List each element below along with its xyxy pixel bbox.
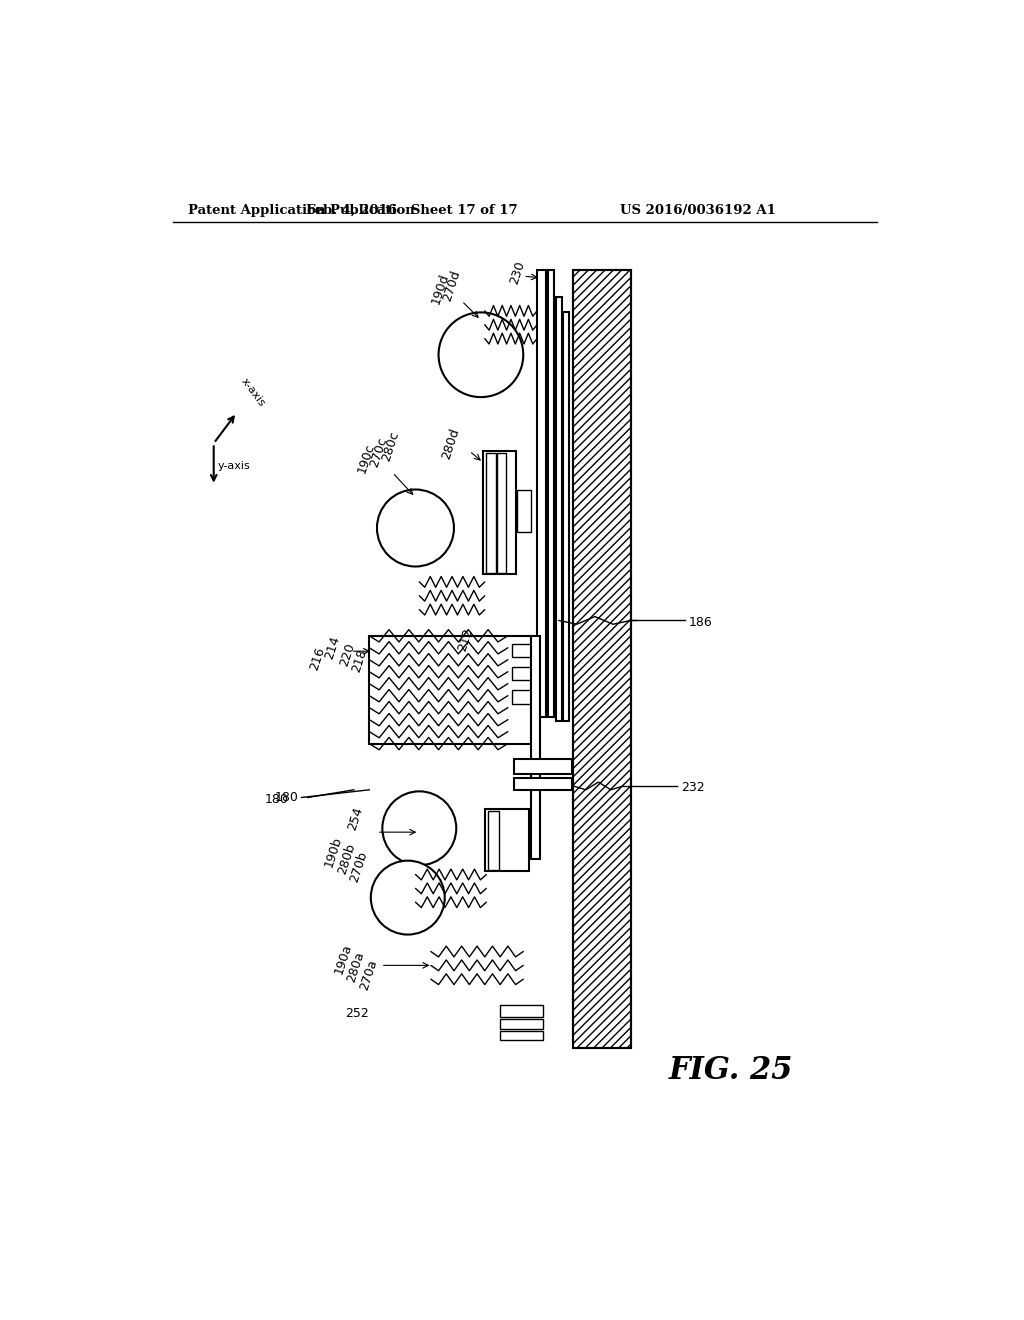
Bar [573, 271, 631, 1048]
Bar [573, 271, 631, 1048]
Text: 232: 232 [681, 781, 705, 795]
Bar [563, 313, 569, 721]
Text: FIG. 25: FIG. 25 [669, 1056, 794, 1086]
Bar [487, 812, 500, 870]
Text: 280c: 280c [380, 430, 401, 463]
Text: 254: 254 [346, 805, 366, 833]
Bar [500, 1031, 543, 1040]
Text: 270b: 270b [348, 850, 370, 884]
Text: 218: 218 [349, 647, 370, 673]
Bar [370, 636, 531, 743]
Circle shape [371, 861, 444, 935]
Text: 180: 180 [274, 791, 298, 804]
Text: 214: 214 [323, 634, 342, 660]
Bar [531, 636, 541, 859]
Text: 190c: 190c [355, 442, 377, 475]
Bar [500, 1019, 543, 1028]
Bar [486, 453, 496, 573]
Bar [514, 759, 571, 775]
Bar [484, 809, 529, 871]
Text: x-axis: x-axis [240, 376, 267, 409]
Bar [556, 297, 562, 721]
Text: 230: 230 [508, 259, 527, 285]
Text: 186: 186 [689, 616, 713, 630]
Text: Feb. 4, 2016   Sheet 17 of 17: Feb. 4, 2016 Sheet 17 of 17 [306, 205, 517, 218]
Text: 280b: 280b [336, 842, 357, 876]
Bar [500, 1006, 543, 1016]
Bar [512, 644, 539, 657]
Bar [512, 667, 539, 681]
Text: Patent Application Publication: Patent Application Publication [188, 205, 415, 218]
Text: 270a: 270a [357, 957, 379, 991]
Text: 190a: 190a [332, 942, 354, 977]
Bar [538, 271, 547, 717]
Bar [548, 271, 554, 717]
Text: 216: 216 [307, 645, 327, 672]
Text: 212: 212 [456, 627, 475, 653]
Bar [514, 779, 571, 789]
Circle shape [438, 313, 523, 397]
Text: 252: 252 [345, 1007, 370, 1019]
Text: 280d: 280d [439, 426, 462, 461]
Text: 220: 220 [338, 642, 357, 668]
Bar [497, 453, 506, 573]
Text: 270d: 270d [441, 268, 463, 302]
Text: y-axis: y-axis [217, 462, 250, 471]
Text: 190d: 190d [429, 272, 451, 306]
Bar [483, 451, 515, 574]
Bar [517, 490, 531, 532]
Text: 190b: 190b [323, 834, 345, 869]
Circle shape [382, 791, 457, 866]
Text: 180: 180 [264, 792, 289, 805]
Text: 280a: 280a [345, 950, 367, 983]
Text: US 2016/0036192 A1: US 2016/0036192 A1 [620, 205, 775, 218]
Bar [512, 689, 539, 704]
Text: 270c: 270c [368, 436, 389, 469]
Circle shape [377, 490, 454, 566]
